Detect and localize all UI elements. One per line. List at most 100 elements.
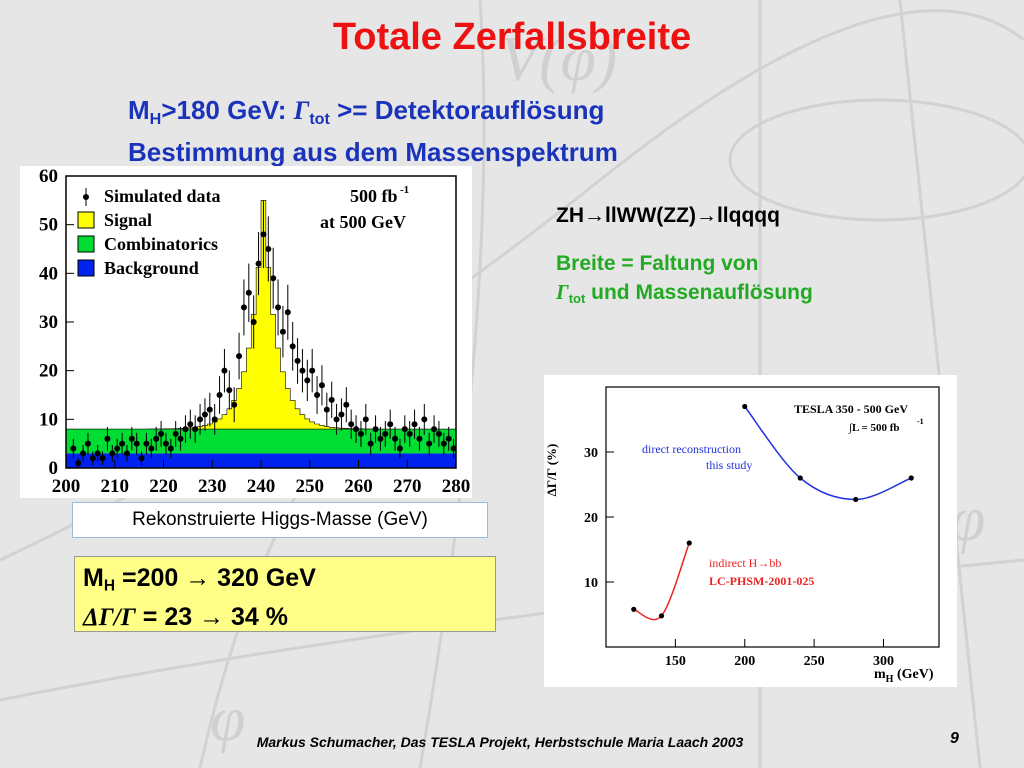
- y-tick-label: 20: [584, 511, 598, 526]
- legend-label: Combinatorics: [104, 234, 218, 254]
- data-point: [318, 382, 325, 389]
- y-tick-label: 20: [39, 361, 58, 382]
- data-point: [158, 430, 165, 437]
- data-point: [182, 426, 189, 433]
- data-point: [75, 460, 82, 467]
- line-plot-svg: 150 200 250 300 10 20 30 mH (GeV) ΔΓ/Γ (%) direct…: [544, 386, 940, 685]
- x-tick-label: 250: [296, 476, 325, 497]
- data-point: [250, 319, 257, 325]
- data-point: [94, 450, 101, 457]
- mass-spectrum-plot: 200 210 220 230 240 250 260 270 280 0 10 20 30 40 50 60…: [20, 166, 472, 498]
- data-point: [421, 416, 428, 423]
- data-point: [333, 416, 340, 423]
- x-tick-label: 230: [198, 476, 227, 497]
- data-point: [270, 275, 277, 282]
- data-point: [387, 421, 394, 428]
- result-width-symbol: ΔΓ/Γ: [83, 603, 136, 631]
- svg-text:φ: φ: [210, 683, 245, 754]
- data-point: [153, 435, 160, 442]
- direct-series-point: [853, 496, 859, 503]
- header-condition: >= Detektorauflösung: [337, 95, 605, 125]
- data-point: [289, 343, 296, 350]
- data-point: [406, 430, 413, 437]
- direct-series-point: [908, 475, 914, 481]
- data-point: [226, 387, 233, 394]
- legend-title: TESLA 350 - 500 GeV: [794, 402, 908, 416]
- data-point: [99, 455, 106, 462]
- green-line-2-text: und Massenauflösung: [591, 281, 813, 304]
- data-point: [275, 304, 282, 311]
- x-tick-label: 250: [804, 654, 825, 669]
- result-box: MH =200 → 320 GeV ΔΓ/Γ = 23 → 34 %: [74, 556, 496, 632]
- svg-text:V(φ): V(φ): [500, 23, 617, 94]
- data-point: [382, 430, 389, 437]
- data-point: [431, 426, 438, 433]
- mass-symbol: M: [128, 95, 150, 125]
- data-point: [416, 435, 423, 442]
- x-tick-label: 200: [734, 654, 755, 669]
- data-point: [372, 426, 379, 433]
- data-point: [294, 357, 301, 364]
- data-point: [240, 304, 247, 311]
- data-point: [162, 440, 169, 447]
- mass-subscript: H: [149, 109, 162, 128]
- data-point: [89, 455, 96, 462]
- gamma-symbol: Γ: [293, 96, 310, 125]
- footer: Markus Schumacher, Das TESLA Projekt, He…: [256, 734, 744, 750]
- legend-label: Signal: [104, 210, 152, 230]
- data-point: [119, 440, 126, 447]
- data-point: [143, 440, 150, 447]
- data-point: [206, 406, 213, 413]
- data-point: [221, 367, 228, 374]
- data-point: [396, 445, 403, 452]
- data-point: [177, 435, 184, 442]
- data-point: [265, 246, 272, 252]
- page-number: 9: [950, 730, 959, 747]
- lumi-annotation: 500 fb: [350, 186, 398, 206]
- legend-lumi: ∫L = 500 fb: [848, 422, 900, 434]
- legend-swatch: [77, 259, 95, 277]
- x-tick-label: 300: [873, 654, 894, 669]
- indirect-series-point: [686, 540, 692, 546]
- resolution-plot: 150 200 250 300 10 20 30 mH (GeV) ΔΓ/Γ (%) direct…: [544, 375, 957, 687]
- energy-annotation: at 500 GeV: [320, 212, 406, 232]
- lumi-exponent: -1: [400, 184, 409, 196]
- gamma-subscript: tot: [309, 109, 330, 128]
- data-point: [284, 309, 291, 316]
- y-tick-label: 30: [39, 312, 58, 333]
- data-point: [255, 260, 262, 267]
- legend-lumi-exponent: -1: [917, 417, 924, 426]
- y-tick-label: 40: [39, 263, 58, 284]
- result-line-2: ΔΓ/Γ = 23 → 34 %: [83, 602, 495, 633]
- green-line-1: Breite = Faltung von: [556, 252, 759, 275]
- data-point: [401, 426, 408, 433]
- data-point: [216, 392, 223, 398]
- plot-caption: Rekonstruierte Higgs-Masse (GeV): [72, 502, 488, 538]
- mass-condition: >180 GeV:: [161, 95, 287, 125]
- data-point: [353, 426, 360, 433]
- data-point: [201, 411, 208, 418]
- data-point: [104, 435, 111, 442]
- slide-title: Totale Zerfallsbreite: [332, 16, 692, 58]
- data-point: [231, 401, 238, 408]
- legend-label: Simulated data: [104, 186, 221, 206]
- indirect-series-point: [658, 613, 665, 619]
- direct-series-line: [744, 406, 912, 501]
- data-point: [84, 440, 91, 447]
- data-point: [338, 411, 345, 418]
- data-point: [357, 430, 364, 437]
- histogram-svg: 200 210 220 230 240 250 260 270 280 0 10 20 30 40 50 60…: [39, 166, 471, 497]
- green-line-2: Γtot und Massenauflösung: [556, 278, 813, 313]
- data-point: [114, 445, 121, 452]
- data-point: [377, 435, 384, 442]
- data-point: [435, 430, 442, 437]
- x-tick-label: 280: [442, 476, 471, 497]
- data-point: [236, 353, 243, 360]
- x-tick-label: 240: [247, 476, 276, 497]
- data-point: [172, 430, 179, 437]
- direct-series-point: [742, 403, 748, 410]
- data-point: [138, 455, 145, 462]
- result-mass-symbol: M: [83, 564, 104, 592]
- green-gamma-symbol: Γ: [556, 280, 569, 304]
- green-text: Breite = Faltung von Γtot und Massenaufl…: [556, 250, 813, 313]
